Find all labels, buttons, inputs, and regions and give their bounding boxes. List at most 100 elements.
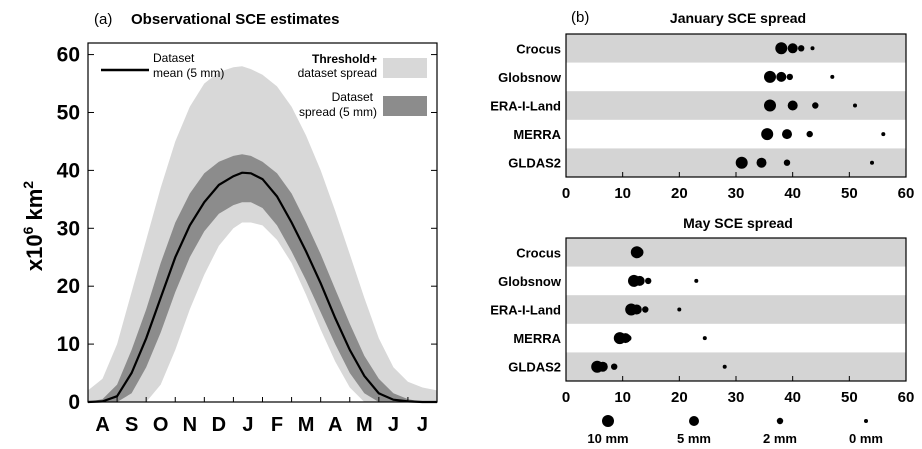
sce-point-10mm — [764, 99, 776, 112]
x-tick-label: 20 — [671, 389, 688, 406]
legend-label: 10 mm — [587, 431, 628, 446]
x-tick-label: 10 — [614, 389, 631, 406]
x-tick-label: A — [328, 414, 342, 436]
x-tick-label: 0 — [562, 185, 570, 202]
row-label: MERRA — [513, 127, 561, 142]
panel-a-y-axis: 0 10 20 30 40 50 60 — [57, 44, 437, 414]
legend-spread-swatch — [383, 96, 427, 116]
panel-b-legend: 10 mm 5 mm 2 mm 0 mm — [587, 415, 883, 446]
legend-mean-line2: mean (5 mm) — [153, 66, 224, 80]
dataset-mean-line — [87, 171, 437, 404]
panel-b: (b) January SCE spread Crocus Globsnow ERA… — [490, 9, 914, 446]
sce-point-2mm — [812, 102, 819, 109]
sce-point-2mm — [806, 130, 813, 138]
y-tick-label: 50 — [57, 101, 80, 124]
legend-dot-5mm — [689, 416, 699, 426]
sce-point-5mm — [776, 71, 787, 82]
shaded-row — [566, 295, 906, 324]
sce-point-0mm — [881, 132, 886, 137]
x-tick-label: 60 — [898, 185, 915, 202]
sce-point-2mm — [645, 277, 652, 285]
shaded-row — [566, 238, 906, 267]
x-tick-label: S — [125, 414, 138, 436]
legend-threshold-swatch — [383, 58, 427, 78]
row-label: Globsnow — [498, 274, 562, 289]
legend-mean-line1: Dataset — [153, 51, 195, 65]
panel-a-label: (a) — [94, 11, 112, 28]
legend-label: 2 mm — [763, 431, 797, 446]
x-tick-label: A — [95, 414, 109, 436]
row-label: ERA-I-Land — [490, 303, 561, 318]
sce-point-10mm — [775, 42, 788, 55]
legend-threshold-line1: Threshold+ — [312, 52, 377, 66]
row-label: MERRA — [513, 331, 561, 346]
sce-point-2mm — [786, 73, 793, 81]
sce-point-0mm — [694, 278, 699, 283]
panel-a-title: Observational SCE estimates — [131, 11, 339, 28]
legend-dot-10mm — [602, 415, 614, 427]
legend-label: 0 mm — [849, 431, 883, 446]
y-tick-label: 10 — [57, 333, 80, 356]
x-tick-label: 60 — [898, 389, 915, 406]
january-x-axis: 0 10 20 30 40 50 60 — [562, 172, 915, 202]
x-tick-label: 0 — [562, 389, 570, 406]
may-row-labels: Crocus Globsnow ERA-I-Land MERRA GLDAS2 — [490, 245, 562, 374]
sce-point-0mm — [853, 103, 857, 108]
sce-point-0mm — [677, 307, 682, 312]
sce-point-0mm — [722, 364, 727, 369]
sce-point-0mm — [830, 74, 835, 79]
sce-point-10mm — [735, 156, 748, 169]
x-tick-label: 30 — [728, 185, 745, 202]
x-tick-label: N — [183, 414, 197, 436]
dataset-spread-band — [88, 154, 437, 402]
may-points — [591, 246, 727, 373]
ylabel-exponent-2: 2 — [20, 181, 36, 189]
sce-point-2mm — [611, 363, 618, 370]
threshold-spread-band — [88, 66, 437, 402]
january-panel: January SCE spread Crocus Globsnow ERA-I-L… — [490, 10, 914, 202]
y-tick-label: 20 — [57, 275, 80, 298]
sce-point-0mm — [870, 160, 874, 165]
ylabel-exponent-6: 6 — [20, 226, 36, 234]
shaded-row — [566, 34, 906, 63]
legend-spread-line1: Dataset — [332, 90, 374, 104]
row-label: GLDAS2 — [508, 360, 561, 375]
sce-point-5mm — [787, 43, 798, 54]
x-tick-label: 50 — [841, 389, 858, 406]
sce-point-5mm — [631, 304, 642, 315]
shaded-row — [566, 91, 906, 120]
x-tick-label: 40 — [784, 185, 801, 202]
x-tick-label: F — [271, 414, 283, 436]
sce-point-2mm — [783, 159, 791, 166]
sce-point-0mm — [638, 250, 643, 255]
january-points — [735, 42, 886, 169]
x-tick-label: D — [212, 414, 226, 436]
sce-point-2mm — [798, 45, 805, 52]
panel-a-plot-area — [87, 66, 437, 404]
sce-point-10mm — [761, 128, 774, 141]
y-tick-label: 30 — [57, 217, 80, 240]
sce-point-5mm — [597, 361, 608, 372]
y-tick-label: 0 — [68, 391, 80, 414]
legend-threshold-line2: dataset spread — [298, 66, 377, 80]
ylabel-main: x10 — [22, 234, 47, 271]
x-tick-label: 50 — [841, 185, 858, 202]
may-x-axis: 0 10 20 30 40 50 60 — [562, 376, 915, 406]
x-tick-label: J — [388, 414, 399, 436]
sce-point-2mm — [625, 334, 632, 342]
legend-label: 5 mm — [677, 431, 711, 446]
x-tick-label: 20 — [671, 185, 688, 202]
sce-point-0mm — [810, 46, 815, 51]
x-tick-label: O — [153, 414, 169, 436]
y-tick-label: 60 — [57, 44, 80, 67]
sce-point-5mm — [756, 157, 767, 168]
row-label: ERA-I-Land — [490, 99, 561, 114]
row-label: Globsnow — [498, 70, 562, 85]
y-tick-label: 40 — [57, 159, 80, 182]
row-label: Crocus — [516, 245, 561, 260]
legend-dot-0mm — [864, 419, 868, 423]
legend-dot-2mm — [776, 417, 784, 425]
sce-point-5mm — [787, 100, 798, 111]
